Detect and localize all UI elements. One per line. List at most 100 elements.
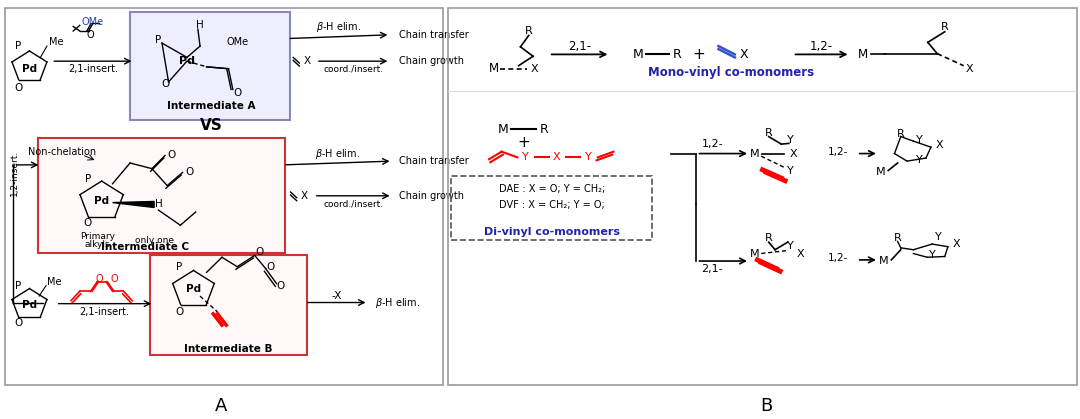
Text: P: P xyxy=(176,262,183,272)
Text: Intermediate C: Intermediate C xyxy=(102,242,189,252)
Text: R: R xyxy=(896,129,905,139)
Text: P: P xyxy=(15,281,22,290)
Text: VS: VS xyxy=(200,118,222,133)
Text: O: O xyxy=(96,274,104,284)
Text: X: X xyxy=(953,239,960,249)
Text: O: O xyxy=(111,274,119,284)
Text: M: M xyxy=(879,256,889,266)
Text: O: O xyxy=(86,30,95,40)
Text: Chain growth: Chain growth xyxy=(400,56,464,66)
Text: 1,2-insert.: 1,2-insert. xyxy=(10,149,18,196)
FancyBboxPatch shape xyxy=(130,12,289,120)
Text: M: M xyxy=(751,249,759,259)
Text: X: X xyxy=(796,249,804,259)
Text: coord./insert.: coord./insert. xyxy=(323,64,383,73)
Text: Y: Y xyxy=(916,155,923,165)
Text: Mono-vinyl co-monomers: Mono-vinyl co-monomers xyxy=(648,66,814,79)
Text: P: P xyxy=(84,174,91,184)
Text: 1,2-: 1,2- xyxy=(810,39,833,53)
Text: M: M xyxy=(633,48,644,61)
Text: B: B xyxy=(760,397,773,415)
Text: R: R xyxy=(540,122,549,136)
Text: X: X xyxy=(301,191,308,201)
Text: -X: -X xyxy=(332,291,341,301)
Text: R: R xyxy=(894,233,902,243)
Text: Y: Y xyxy=(585,153,592,162)
Text: R: R xyxy=(673,48,681,61)
Text: Y: Y xyxy=(522,153,528,162)
Text: Pd: Pd xyxy=(179,56,194,66)
Text: Y: Y xyxy=(916,134,923,145)
Text: O: O xyxy=(14,83,23,93)
Text: 1,2-: 1,2- xyxy=(701,139,723,149)
Text: M: M xyxy=(498,122,509,136)
Text: H: H xyxy=(197,21,204,30)
Text: Pd: Pd xyxy=(186,285,201,294)
FancyBboxPatch shape xyxy=(150,255,307,355)
Text: Intermediate B: Intermediate B xyxy=(185,344,273,354)
Polygon shape xyxy=(112,202,154,207)
Text: X: X xyxy=(531,64,539,74)
Text: Y: Y xyxy=(787,241,794,251)
Text: M: M xyxy=(876,168,886,177)
Text: $\beta$-H elim.: $\beta$-H elim. xyxy=(315,147,361,160)
Text: +: + xyxy=(517,135,530,150)
Text: Me: Me xyxy=(46,277,62,287)
Text: O: O xyxy=(14,318,23,328)
Text: R: R xyxy=(765,128,772,138)
Text: 1,2-: 1,2- xyxy=(827,147,848,157)
Text: O: O xyxy=(276,281,285,291)
Text: $\beta$-H elim.: $\beta$-H elim. xyxy=(316,20,361,34)
Text: Y: Y xyxy=(929,251,935,260)
Text: coord./insert.: coord./insert. xyxy=(323,200,383,209)
Text: Pd: Pd xyxy=(22,64,37,74)
Text: X: X xyxy=(740,48,748,61)
Text: Di-vinyl co-monomers: Di-vinyl co-monomers xyxy=(484,227,620,237)
Text: +: + xyxy=(692,47,705,62)
Text: Chain transfer: Chain transfer xyxy=(400,30,469,40)
Text: X: X xyxy=(553,153,561,162)
Text: DAE : X = O; Y = CH₂;: DAE : X = O; Y = CH₂; xyxy=(499,184,605,194)
Text: DVF : X = CH₂; Y = O;: DVF : X = CH₂; Y = O; xyxy=(499,200,605,210)
Text: O: O xyxy=(255,247,264,256)
Text: H: H xyxy=(154,199,162,210)
Text: R: R xyxy=(525,26,532,36)
Text: alkyls: alkyls xyxy=(84,240,110,248)
Text: M: M xyxy=(858,48,868,61)
Text: X: X xyxy=(967,64,974,74)
Text: X: X xyxy=(789,149,797,158)
Text: O: O xyxy=(185,168,193,177)
Text: 1,2-: 1,2- xyxy=(827,253,848,263)
Text: Pd: Pd xyxy=(94,196,109,206)
Text: M: M xyxy=(488,62,499,75)
Text: Pd: Pd xyxy=(22,300,37,310)
Text: 2,1-insert.: 2,1-insert. xyxy=(80,307,130,317)
Text: Chain transfer: Chain transfer xyxy=(400,156,469,166)
Text: Y: Y xyxy=(787,166,794,176)
Text: 2,1-: 2,1- xyxy=(568,39,591,53)
Text: Primary: Primary xyxy=(80,232,114,241)
Text: OMe: OMe xyxy=(226,37,248,47)
Text: O: O xyxy=(233,88,241,98)
Text: Y: Y xyxy=(935,232,942,241)
Text: Non-chelation: Non-chelation xyxy=(28,147,96,157)
Text: R: R xyxy=(941,22,948,32)
FancyBboxPatch shape xyxy=(38,138,285,253)
Text: A: A xyxy=(215,397,228,415)
Text: P: P xyxy=(156,36,162,45)
Text: only one: only one xyxy=(135,236,174,245)
Text: P: P xyxy=(15,41,22,51)
Text: O: O xyxy=(83,217,92,228)
Text: X: X xyxy=(936,140,944,150)
Text: X: X xyxy=(303,56,311,66)
Text: $\beta$-H elim.: $\beta$-H elim. xyxy=(375,295,420,310)
Text: M: M xyxy=(751,149,759,158)
Text: Chain growth: Chain growth xyxy=(400,191,464,201)
Text: Y: Y xyxy=(787,135,794,145)
Text: O: O xyxy=(175,307,184,317)
Text: O: O xyxy=(266,262,274,272)
Text: Intermediate A: Intermediate A xyxy=(166,101,255,111)
Text: O: O xyxy=(167,150,176,160)
Text: 2,1-: 2,1- xyxy=(701,264,723,274)
Text: R: R xyxy=(765,233,772,243)
